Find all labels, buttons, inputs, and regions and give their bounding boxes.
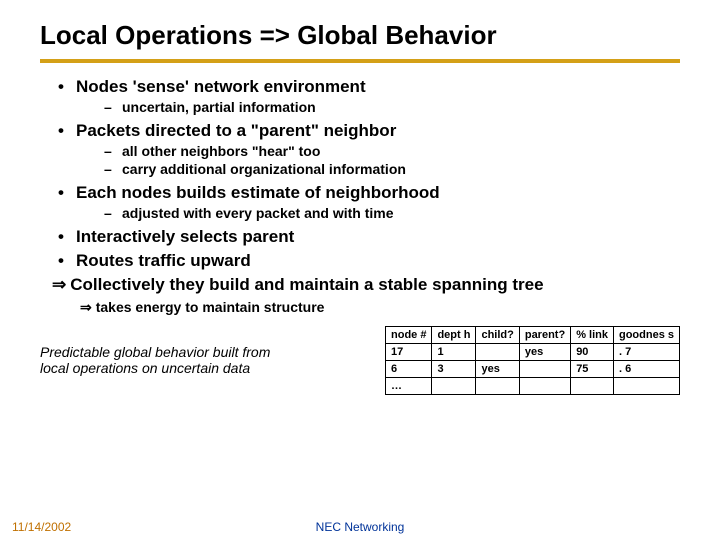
table-cell: . 7 — [613, 344, 679, 361]
table-cell: 75 — [571, 361, 614, 378]
table-header: goodnes s — [613, 327, 679, 344]
bottom-row: Predictable global behavior built from l… — [40, 326, 680, 395]
table-cell — [519, 361, 570, 378]
table-cell: 1 — [432, 344, 476, 361]
table-cell: … — [386, 378, 432, 395]
bullet-item: Routes traffic upward — [52, 251, 680, 271]
footer-date: 11/14/2002 — [0, 520, 71, 534]
table-row: 6 3 yes 75 . 6 — [386, 361, 680, 378]
table-header: dept h — [432, 327, 476, 344]
sub-list: uncertain, partial information — [76, 99, 680, 115]
table-cell — [519, 378, 570, 395]
sub-item: all other neighbors "hear" too — [104, 143, 680, 159]
table-header: node # — [386, 327, 432, 344]
bullet-item: Interactively selects parent — [52, 227, 680, 247]
footer-center: NEC Networking — [316, 520, 405, 534]
slide: Local Operations => Global Behavior Node… — [0, 0, 720, 540]
bullet-text: Interactively selects parent — [76, 227, 294, 246]
title-rule — [40, 59, 680, 63]
table-cell: 17 — [386, 344, 432, 361]
table-row: 17 1 yes 90 . 7 — [386, 344, 680, 361]
table-cell — [476, 378, 519, 395]
table-cell — [571, 378, 614, 395]
arrow-conclusion: ⇒Collectively they build and maintain a … — [40, 275, 680, 295]
sub-list: all other neighbors "hear" too carry add… — [76, 143, 680, 177]
footer: 11/14/2002 NEC Networking — [0, 520, 720, 534]
table-header: child? — [476, 327, 519, 344]
table-header-row: node # dept h child? parent? % link good… — [386, 327, 680, 344]
table-cell: yes — [519, 344, 570, 361]
arrow-icon: ⇒ — [80, 299, 92, 316]
arrow-sub-conclusion: ⇒takes energy to maintain structure — [40, 299, 680, 316]
table-cell: 6 — [386, 361, 432, 378]
table-cell — [476, 344, 519, 361]
table-cell — [613, 378, 679, 395]
bullet-item: Each nodes builds estimate of neighborho… — [52, 183, 680, 221]
table-cell: 90 — [571, 344, 614, 361]
predict-text: Predictable global behavior built from l… — [40, 326, 300, 376]
arrow-sub-text: takes energy to maintain structure — [96, 299, 325, 315]
slide-title: Local Operations => Global Behavior — [40, 20, 680, 51]
bullet-item: Nodes 'sense' network environment uncert… — [52, 77, 680, 115]
bullet-text: Packets directed to a "parent" neighbor — [76, 121, 396, 140]
bullet-text: Nodes 'sense' network environment — [76, 77, 366, 96]
table-cell: . 6 — [613, 361, 679, 378]
arrow-icon: ⇒ — [52, 275, 66, 295]
arrow-text: Collectively they build and maintain a s… — [70, 275, 543, 294]
sub-item: carry additional organizational informat… — [104, 161, 680, 177]
bullet-list: Nodes 'sense' network environment uncert… — [40, 77, 680, 271]
table-cell: yes — [476, 361, 519, 378]
sub-list: adjusted with every packet and with time — [76, 205, 680, 221]
sub-item: uncertain, partial information — [104, 99, 680, 115]
data-table: node # dept h child? parent? % link good… — [385, 326, 680, 395]
bullet-text: Routes traffic upward — [76, 251, 251, 270]
table-header: parent? — [519, 327, 570, 344]
table-row: … — [386, 378, 680, 395]
table-cell — [432, 378, 476, 395]
bullet-item: Packets directed to a "parent" neighbor … — [52, 121, 680, 177]
bullet-text: Each nodes builds estimate of neighborho… — [76, 183, 440, 202]
table-header: % link — [571, 327, 614, 344]
table-cell: 3 — [432, 361, 476, 378]
sub-item: adjusted with every packet and with time — [104, 205, 680, 221]
